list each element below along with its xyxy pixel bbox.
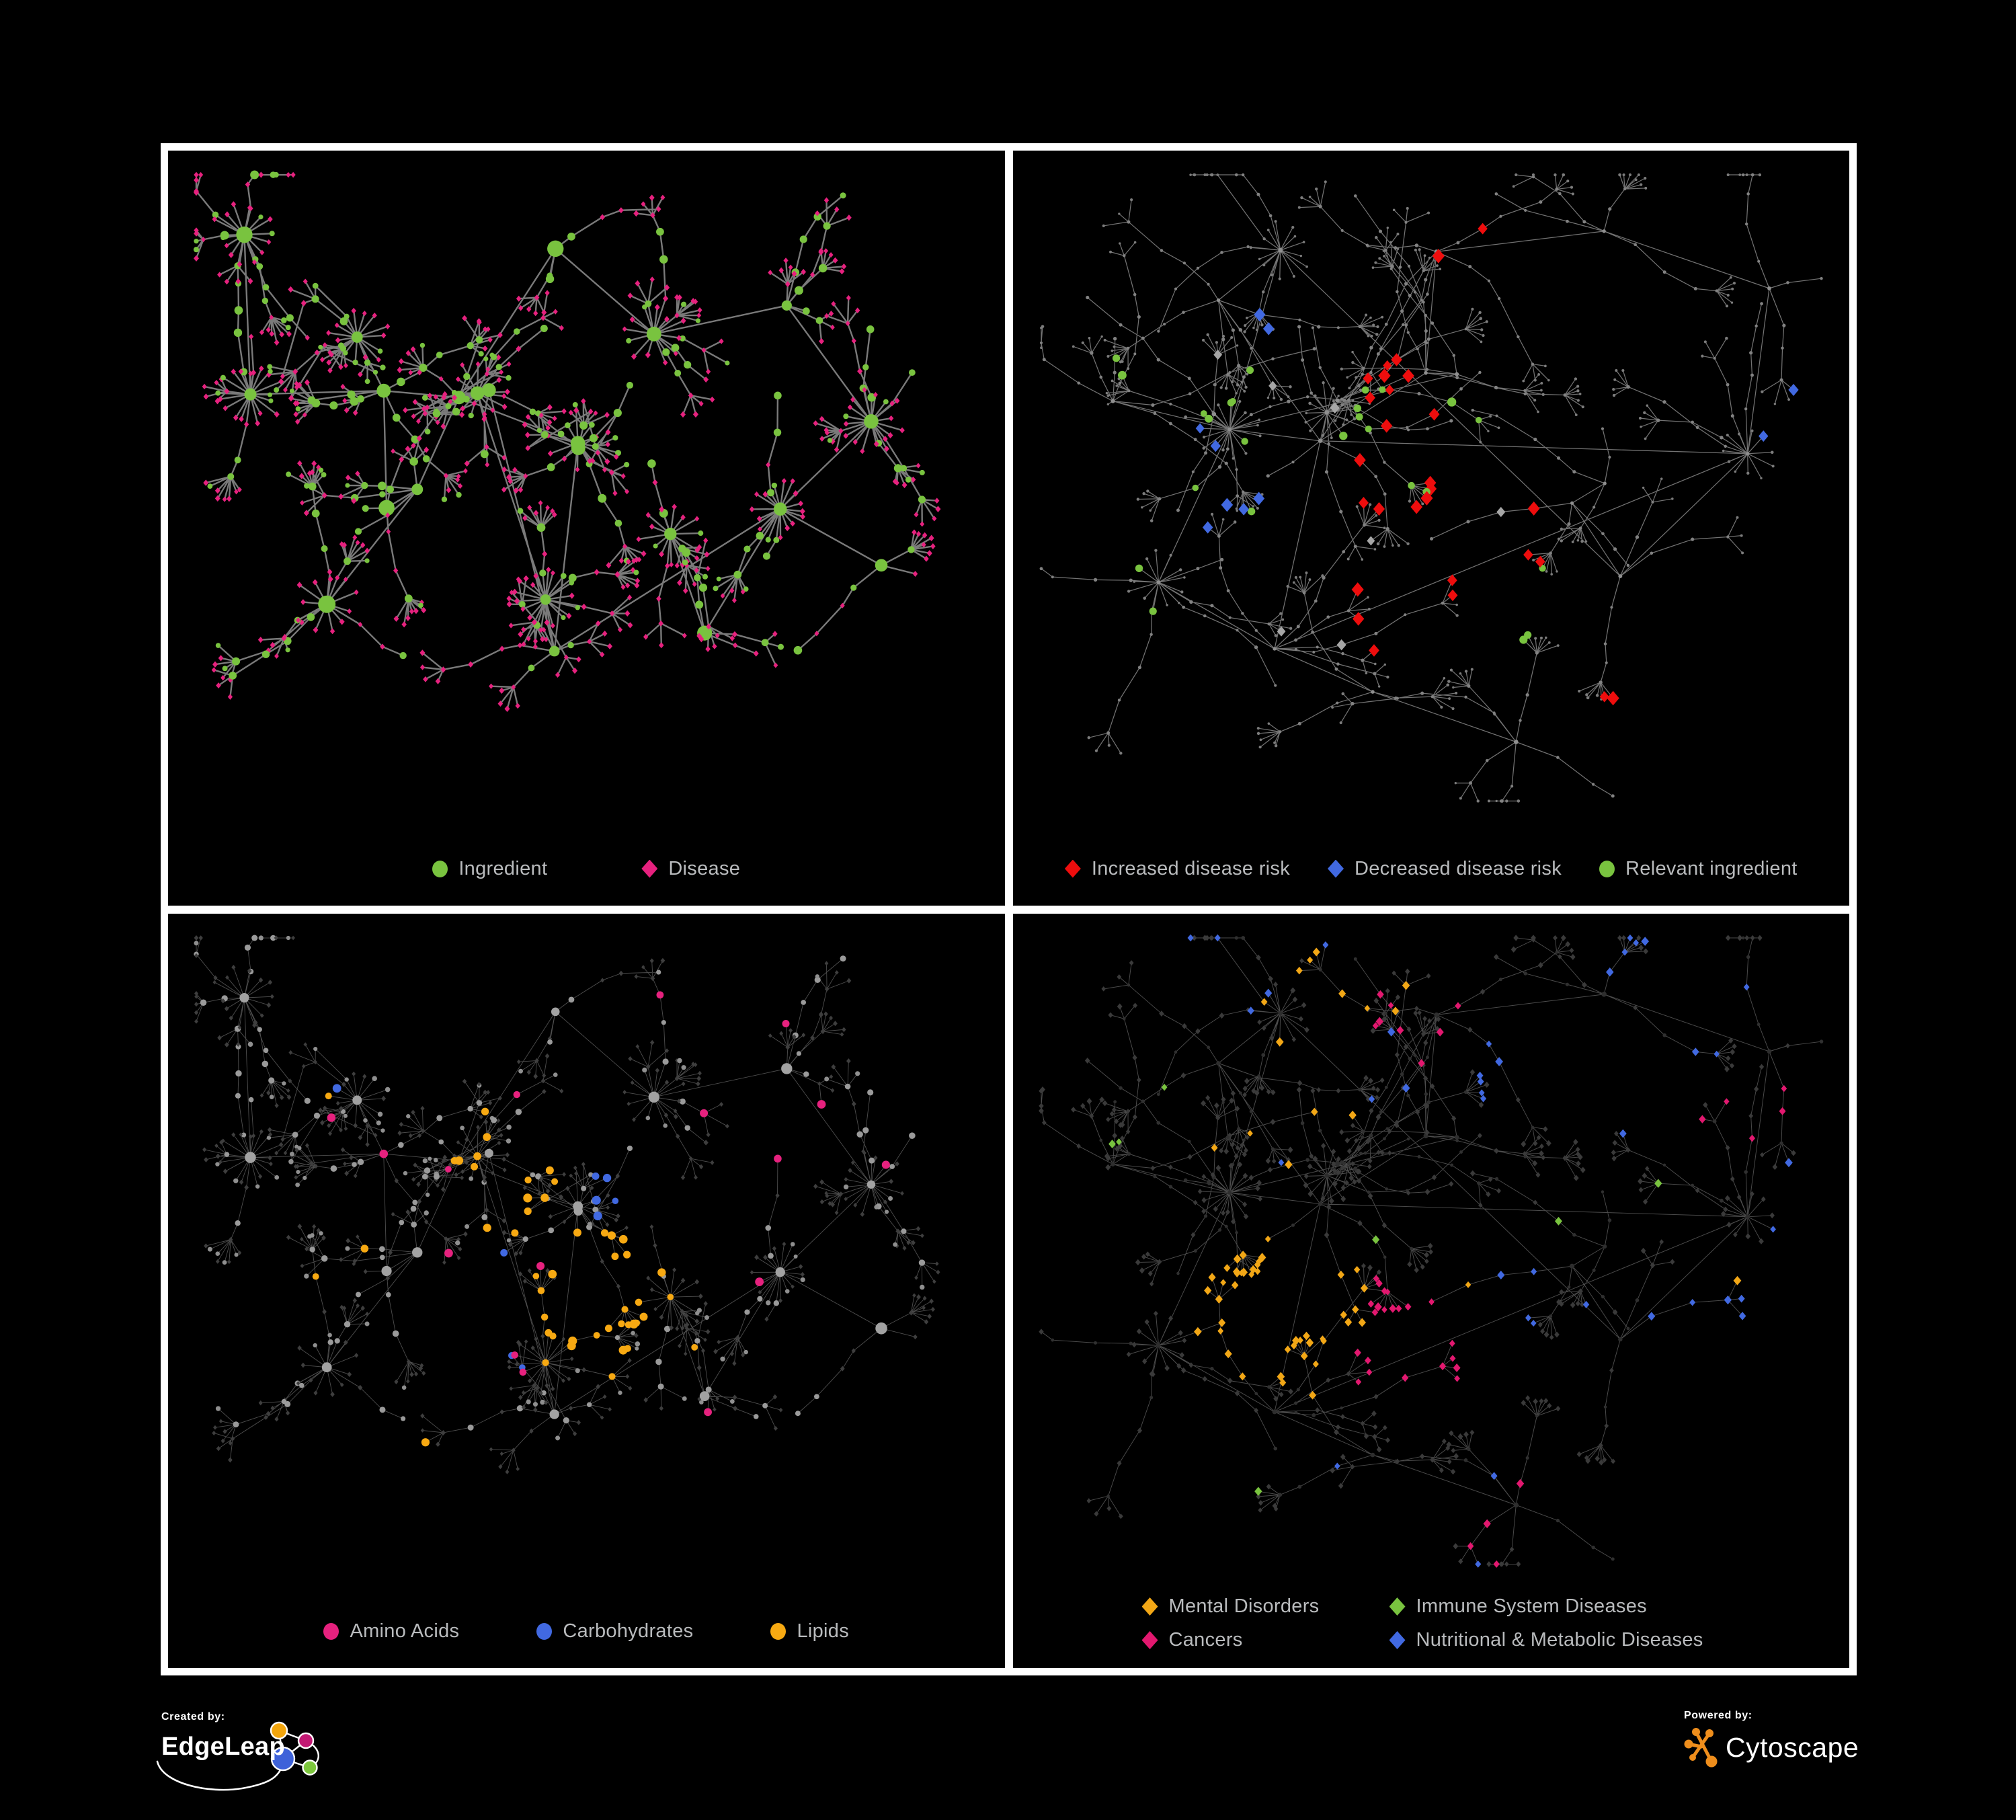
lipids-circle-icon <box>770 1623 787 1640</box>
legend-label: Nutritional & Metabolic Diseases <box>1416 1629 1703 1651</box>
legend-item-immune-system-diseases: Immune System Diseases <box>1389 1595 1703 1618</box>
carbohydrates-circle-icon <box>536 1623 553 1640</box>
legend-ingredient-disease: Ingredient Disease <box>168 858 1005 880</box>
legend-item-nutritional-metabolic-diseases: Nutritional & Metabolic Diseases <box>1389 1629 1703 1651</box>
legend-item-mental-disorders: Mental Disorders <box>1141 1595 1389 1618</box>
legend-item-disease: Disease <box>641 858 740 880</box>
legend-item-cancers: Cancers <box>1141 1629 1389 1651</box>
legend-label: Immune System Diseases <box>1416 1595 1647 1617</box>
legend-label: Relevant ingredient <box>1625 857 1798 879</box>
legend-label: Ingredient <box>458 857 548 879</box>
legend-label: Amino Acids <box>350 1620 460 1642</box>
powered-by-label: Powered by: <box>1684 1710 1752 1721</box>
cytoscape-logo-text: Cytoscape <box>1726 1731 1859 1763</box>
edgeleap-branding: Created by: EdgeLeap <box>156 1711 363 1798</box>
legend-disease-classes: Mental Disorders Immune System Diseases Ca… <box>1141 1595 1703 1651</box>
mental-disorders-diamond-icon <box>1141 1597 1158 1616</box>
cytoscape-branding: Powered by: Cytoscape <box>1684 1710 1859 1768</box>
increased-disease-risk-diamond-icon <box>1064 859 1081 878</box>
legend-item-amino-acids: Amino Acids <box>323 1620 459 1643</box>
legend-item-carbohydrates: Carbohydrates <box>536 1620 693 1643</box>
legend-label: Decreased disease risk <box>1355 857 1562 879</box>
disease-classes-network-graph <box>1038 934 1823 1568</box>
legend-label: Increased disease risk <box>1091 857 1291 879</box>
legend-label: Disease <box>668 857 741 879</box>
cytoscape-logo-icon <box>1684 1728 1718 1768</box>
panel-disease-classes: Mental Disorders Immune System Diseases Ca… <box>1012 913 1849 1668</box>
legend-label: Lipids <box>797 1620 850 1642</box>
edgeleap-logo-icon <box>156 1721 319 1791</box>
legend-item-ingredient: Ingredient <box>432 858 547 880</box>
ingredient-disease-network-graph <box>193 170 941 712</box>
panel-disease-risk: Increased disease risk Decreased disease … <box>1012 151 1850 906</box>
disease-diamond-icon <box>641 859 658 878</box>
legend-item-lipids: Lipids <box>770 1620 849 1643</box>
network-grid: Ingredient Disease Increased disease risk… <box>161 143 1857 1675</box>
cancers-diamond-icon <box>1141 1631 1158 1649</box>
legend-disease-risk: Increased disease risk Decreased disease … <box>1013 858 1850 880</box>
panel-nutrient-classes: Amino Acids Carbohydrates Lipids <box>168 913 1005 1668</box>
legend-label: Carbohydrates <box>563 1620 694 1642</box>
legend-label: Mental Disorders <box>1168 1595 1320 1617</box>
legend-item-decreased-disease-risk: Decreased disease risk <box>1328 858 1562 880</box>
legend-item-relevant-ingredient: Relevant ingredient <box>1599 858 1798 880</box>
legend-nutrient-classes: Amino Acids Carbohydrates Lipids <box>168 1620 1005 1643</box>
created-by-label: Created by: <box>161 1711 225 1723</box>
disease-risk-network-graph <box>1039 173 1823 803</box>
relevant-ingredient-circle-icon <box>1599 860 1615 877</box>
legend-label: Cancers <box>1168 1629 1243 1651</box>
edgeleap-logo-text: EdgeLeap <box>161 1733 285 1761</box>
nutrient-classes-network-graph <box>194 935 940 1474</box>
panel-ingredient-disease: Ingredient Disease <box>168 151 1005 906</box>
ingredient-circle-icon <box>432 860 448 877</box>
immune-system-diseases-diamond-icon <box>1389 1597 1406 1616</box>
decreased-disease-risk-diamond-icon <box>1328 859 1344 878</box>
legend-item-increased-disease-risk: Increased disease risk <box>1064 857 1291 880</box>
amino-acids-circle-icon <box>323 1623 339 1640</box>
nutritional-metabolic-diseases-diamond-icon <box>1389 1631 1406 1649</box>
